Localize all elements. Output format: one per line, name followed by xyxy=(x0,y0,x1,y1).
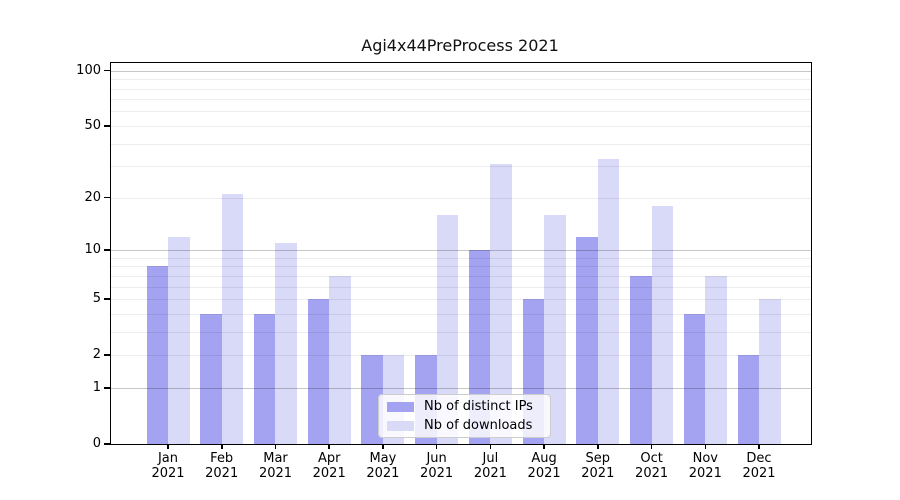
bar-downloads-apr-2021 xyxy=(329,275,351,444)
bar-distinct-ips-nov-2021 xyxy=(683,313,706,444)
x-label-apr-2021: Apr 2021 xyxy=(312,451,346,481)
x-tick-dec-2021 xyxy=(758,444,760,449)
chart-title: Agi4x44PreProcess 2021 xyxy=(361,36,559,55)
gridline-y-60 xyxy=(111,111,811,113)
gridline-y-8 xyxy=(111,266,811,268)
y-tick-label-20: 20 xyxy=(84,189,101,205)
x-tick-feb-2021 xyxy=(221,444,223,449)
bar-distinct-ips-mar-2021 xyxy=(253,313,276,444)
x-tick-mar-2021 xyxy=(274,444,277,449)
legend-item-nb-of-downloads: Nb of downloads xyxy=(387,418,542,433)
x-label-aug-2021: Aug 2021 xyxy=(527,451,561,481)
y-tick-label-5: 5 xyxy=(92,291,101,306)
y-tick-20 xyxy=(103,196,110,199)
bar-downloads-jun-2021 xyxy=(436,214,459,444)
y-tick-label-10: 10 xyxy=(84,242,101,257)
legend-item-nb-of-distinct-ips: Nb of distinct IPs xyxy=(387,399,542,414)
gridline-y-10 xyxy=(111,250,811,251)
x-tick-apr-2021 xyxy=(328,444,330,449)
x-tick-jan-2021 xyxy=(167,444,169,449)
bar-distinct-ips-dec-2021 xyxy=(737,355,760,444)
legend-label-distinct-ips: Nb of distinct IPs xyxy=(424,399,533,414)
bar-distinct-ips-sep-2021 xyxy=(576,236,598,444)
legend: Nb of distinct IPs Nb of downloads xyxy=(378,394,551,438)
bar-distinct-ips-feb-2021 xyxy=(200,313,222,444)
y-tick-10 xyxy=(103,249,110,251)
bar-distinct-ips-may-2021 xyxy=(361,355,383,444)
gridline-y-70 xyxy=(111,99,811,101)
x-label-jan-2021: Jan 2021 xyxy=(151,451,185,481)
bar-downloads-aug-2021 xyxy=(544,214,566,444)
x-tick-nov-2021 xyxy=(704,444,706,449)
gridline-y-40 xyxy=(111,143,811,145)
x-tick-jun-2021 xyxy=(435,444,438,449)
x-label-feb-2021: Feb 2021 xyxy=(205,451,239,481)
bar-downloads-nov-2021 xyxy=(705,275,727,444)
gridline-y-30 xyxy=(111,166,811,168)
y-tick-label-50: 50 xyxy=(84,117,101,133)
x-label-dec-2021: Dec 2021 xyxy=(742,451,776,481)
y-tick-2 xyxy=(103,354,110,356)
y-tick-label-1: 1 xyxy=(92,379,101,395)
gridline-y-20 xyxy=(111,197,811,199)
y-tick-label-2: 2 xyxy=(92,347,101,363)
y-tick-1 xyxy=(103,387,110,389)
plot-area: 0 1 2 5 10 20 50 100 Jan 2021 Feb 2021 Mar 2021 Apr… xyxy=(76,62,812,481)
legend-swatch-distinct-ips xyxy=(387,401,414,412)
x-label-jun-2021: Jun 2021 xyxy=(420,451,454,481)
y-tick-5 xyxy=(103,298,110,300)
x-tick-aug-2021 xyxy=(543,444,545,449)
gridline-y-50 xyxy=(111,125,811,127)
x-label-mar-2021: Mar 2021 xyxy=(258,451,293,481)
y-tick-100 xyxy=(103,69,110,72)
bar-distinct-ips-apr-2021 xyxy=(307,299,330,444)
bar-downloads-feb-2021 xyxy=(221,193,244,444)
bar-downloads-oct-2021 xyxy=(651,205,674,444)
gridline-y-100 xyxy=(111,70,811,72)
x-tick-jul-2021 xyxy=(489,444,492,449)
x-label-nov-2021: Nov 2021 xyxy=(688,451,722,481)
y-tick-label-100: 100 xyxy=(76,62,101,78)
x-tick-may-2021 xyxy=(382,444,384,449)
bar-downloads-jan-2021 xyxy=(168,236,190,444)
bar-distinct-ips-jan-2021 xyxy=(146,266,168,444)
x-tick-oct-2021 xyxy=(650,444,653,449)
y-tick-label-0: 0 xyxy=(92,436,101,451)
legend-label-downloads: Nb of downloads xyxy=(424,418,533,433)
bar-downloads-jul-2021 xyxy=(490,163,512,444)
y-tick-0 xyxy=(103,443,110,445)
legend-swatch-downloads xyxy=(387,420,414,431)
bar-distinct-ips-oct-2021 xyxy=(630,275,652,444)
bar-downloads-sep-2021 xyxy=(597,158,620,444)
gridline-y-90 xyxy=(111,79,811,81)
x-label-oct-2021: Oct 2021 xyxy=(635,451,669,481)
gridline-y-80 xyxy=(111,88,811,90)
x-label-sep-2021: Sep 2021 xyxy=(581,451,615,481)
x-label-jul-2021: Jul 2021 xyxy=(473,451,507,481)
bar-downloads-mar-2021 xyxy=(275,243,297,444)
gridline-y-9 xyxy=(111,257,811,259)
x-tick-sep-2021 xyxy=(597,444,599,449)
x-label-may-2021: May 2021 xyxy=(366,451,400,481)
y-tick-50 xyxy=(103,125,110,127)
bar-downloads-dec-2021 xyxy=(759,299,781,444)
